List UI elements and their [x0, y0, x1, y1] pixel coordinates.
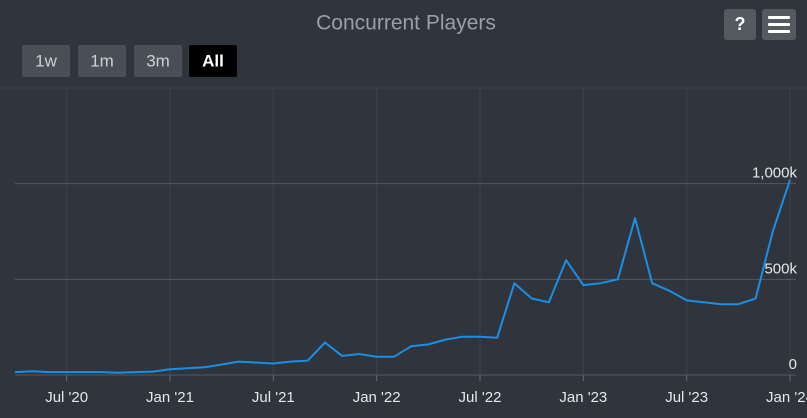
- range-button-label: 1m: [90, 51, 114, 70]
- menu-icon-bar: [768, 30, 790, 33]
- range-button[interactable]: 3m: [134, 45, 182, 77]
- help-button-bg: [724, 9, 756, 40]
- menu-icon-bar: [768, 16, 790, 19]
- menu-button[interactable]: [762, 9, 796, 40]
- range-button-label: 1w: [35, 51, 57, 70]
- menu-icon-bar: [768, 23, 790, 26]
- x-tick-label: Jan '24: [766, 389, 807, 406]
- range-button-bg: [78, 45, 126, 77]
- series-line: [14, 179, 791, 374]
- x-tick-label: Jan '21: [146, 389, 194, 406]
- y-tick-label: 0: [789, 356, 797, 373]
- x-tick-label: Jul '22: [459, 389, 502, 406]
- range-button-label: All: [202, 51, 224, 70]
- y-tick-label: 500k: [764, 260, 797, 277]
- x-tick-label: Jul '21: [252, 389, 295, 406]
- range-button[interactable]: 1w: [22, 45, 70, 77]
- help-button[interactable]: ?: [724, 9, 756, 40]
- range-button-bg: [134, 45, 182, 77]
- range-button[interactable]: All: [189, 45, 237, 77]
- x-tick-label: Jul '20: [45, 389, 88, 406]
- chart-title: Concurrent Players: [316, 12, 496, 35]
- x-tick-label: Jan '22: [353, 389, 401, 406]
- y-tick-label: 1,000k: [752, 165, 798, 182]
- x-tick-label: Jan '23: [559, 389, 607, 406]
- help-text: ?: [735, 14, 746, 34]
- range-button-bg: [189, 45, 237, 77]
- range-button-bg: [22, 45, 70, 77]
- range-button-label: 3m: [146, 51, 170, 70]
- x-tick-label: Jul '23: [665, 389, 708, 406]
- range-button[interactable]: 1m: [78, 45, 126, 77]
